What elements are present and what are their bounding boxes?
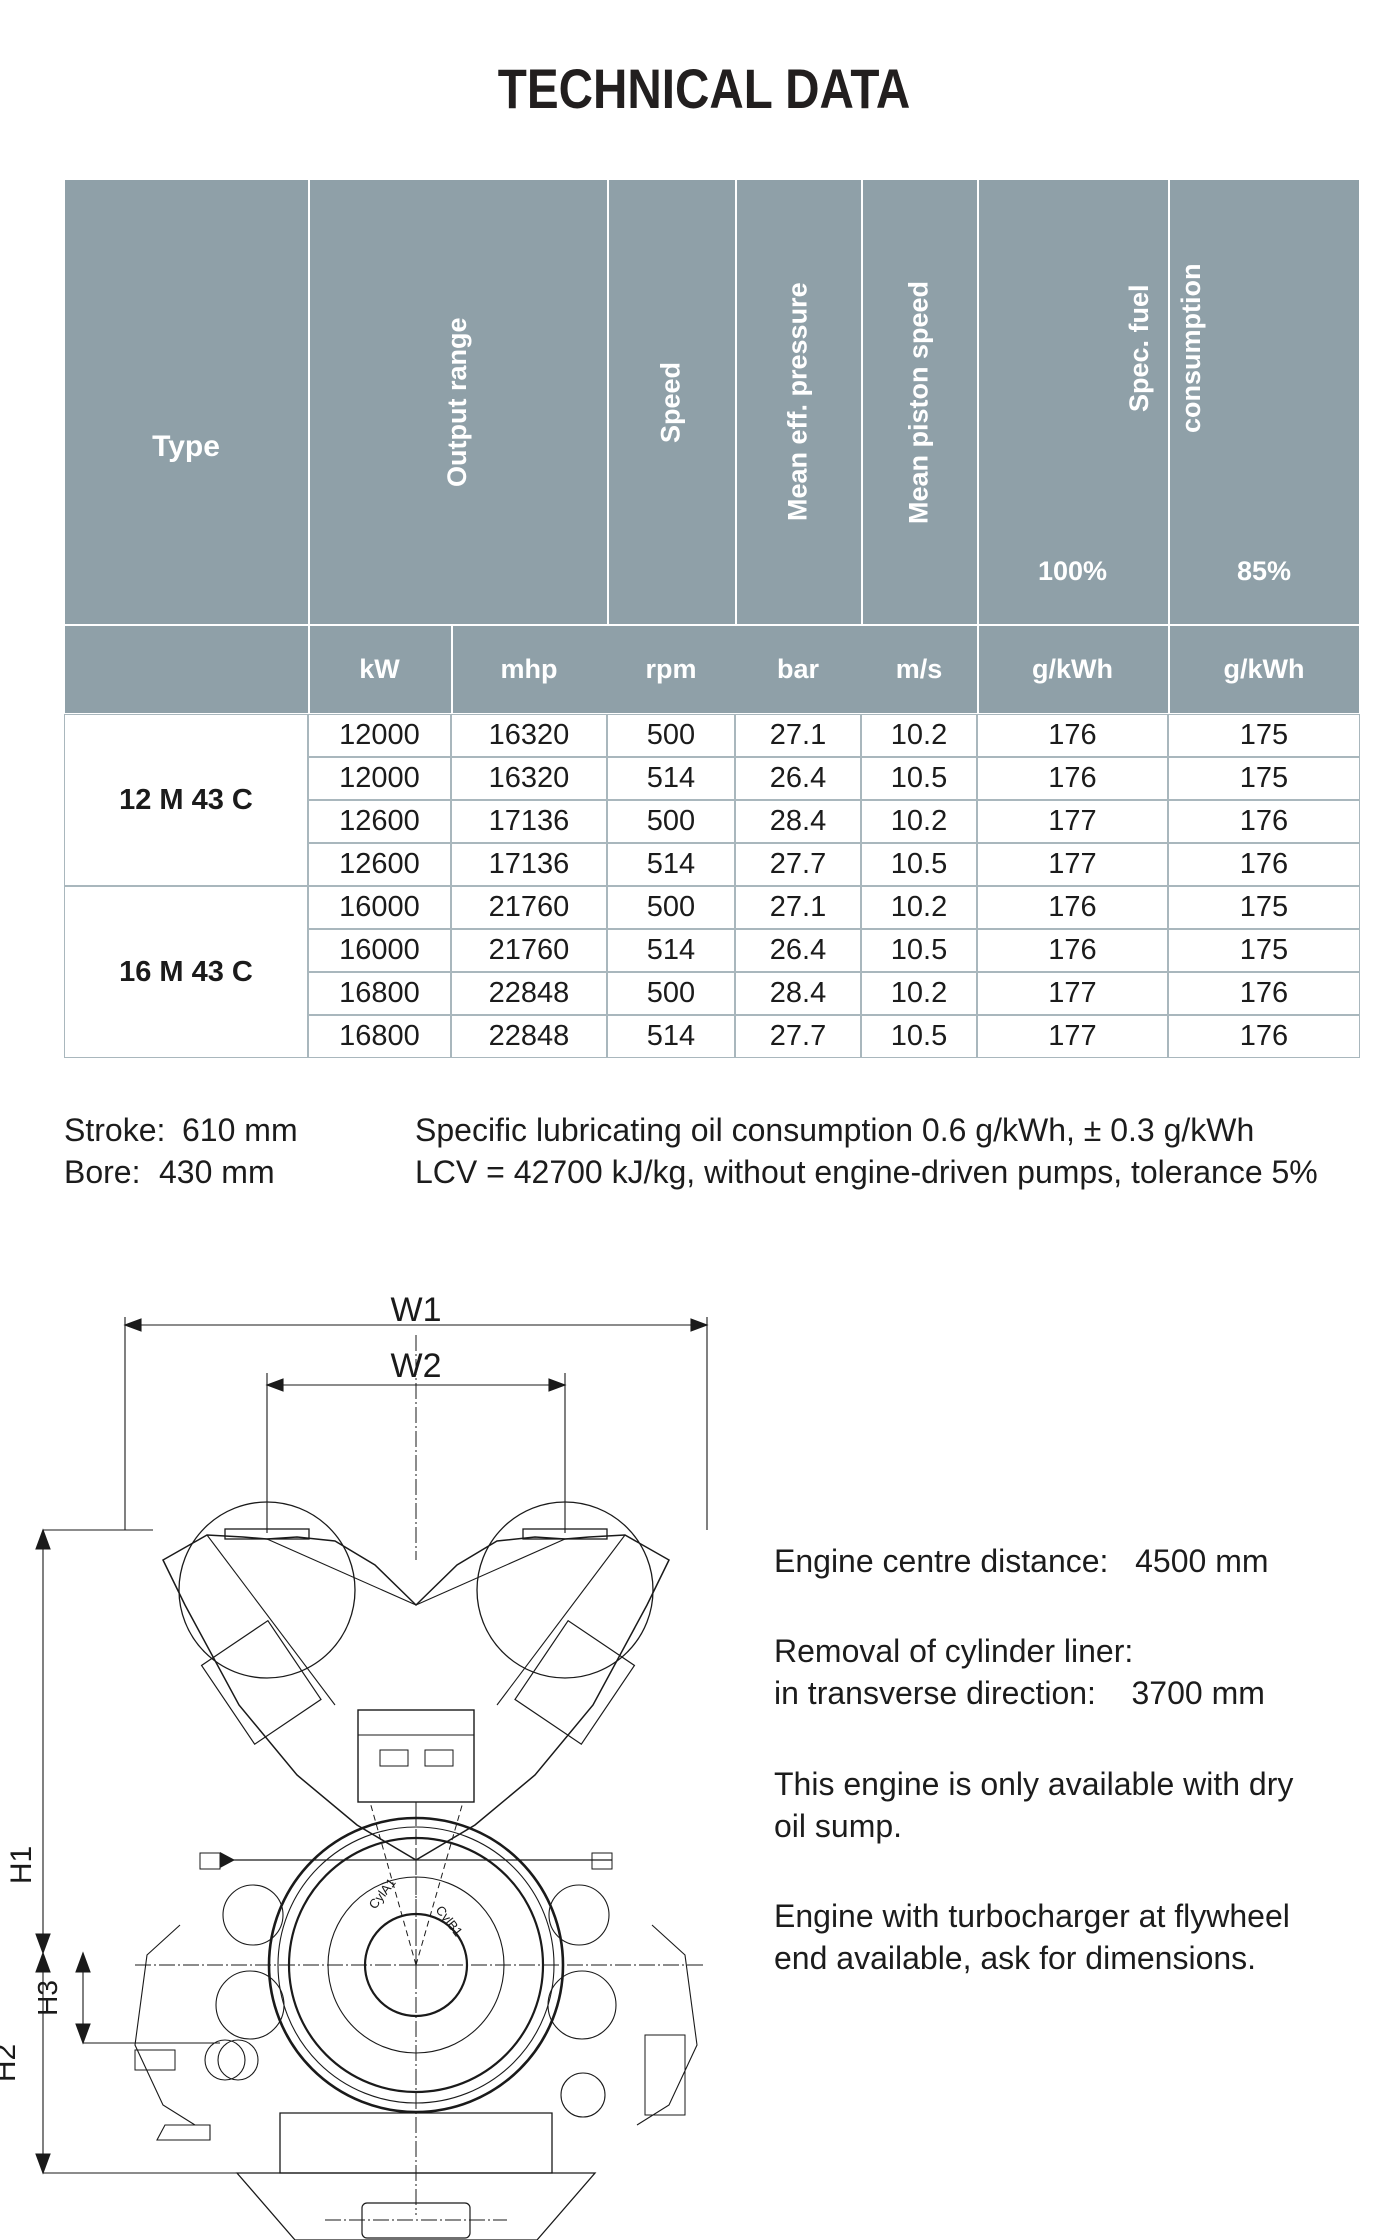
svg-text:W1: W1 — [391, 1291, 442, 1329]
svg-text:CylB1: CylB1 — [433, 1903, 466, 1940]
svg-text:H2: H2 — [0, 2044, 22, 2082]
svg-text:CylA1: CylA1 — [366, 1875, 399, 1912]
svg-text:H3: H3 — [32, 1980, 63, 2016]
svg-text:H1: H1 — [5, 1846, 38, 1884]
